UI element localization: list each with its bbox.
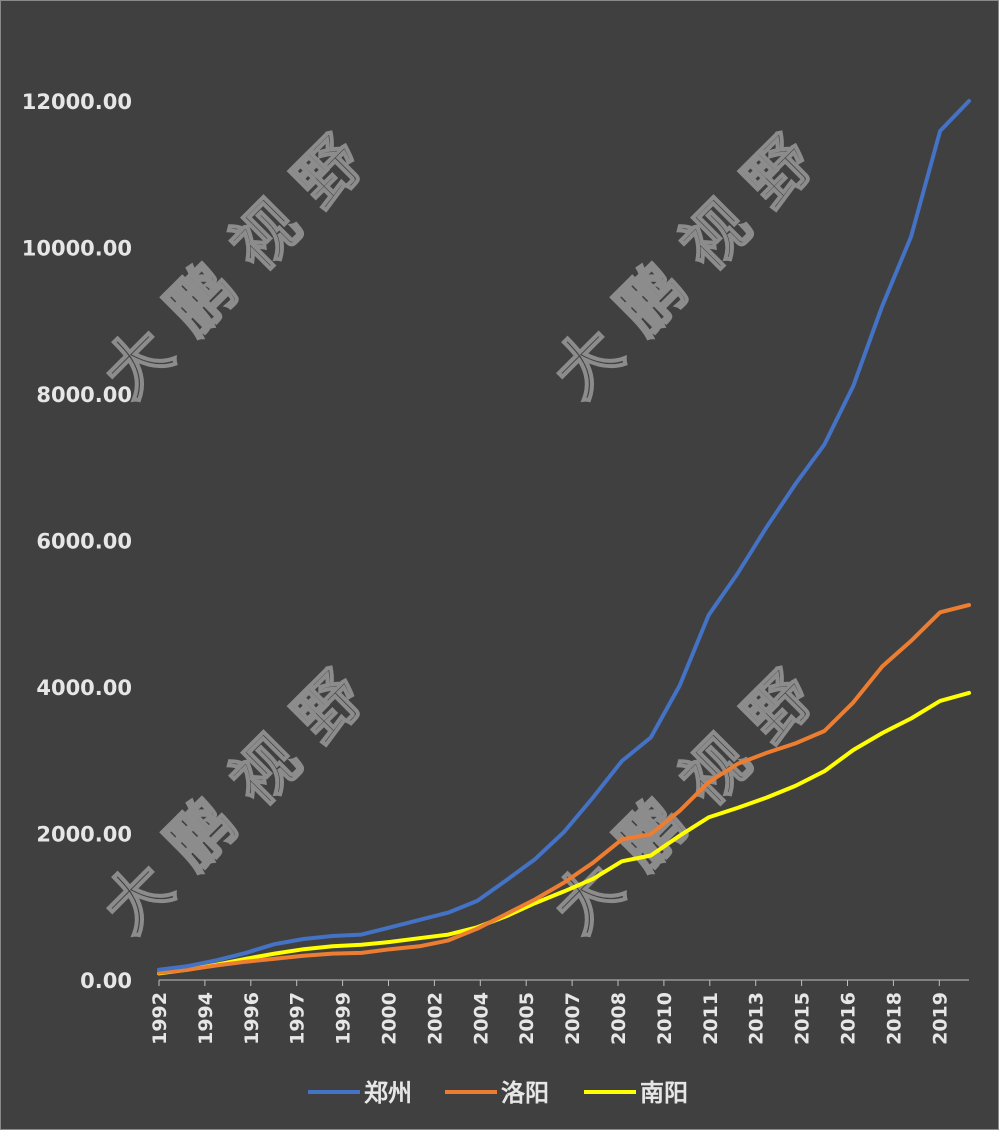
y-tick-label: 6000.00 [36,530,132,554]
x-tick-label: 2011 [700,992,722,1045]
x-axis: 1992 1994 1996 1997 1999 2000 2002 2004 2005 2007… [149,979,969,1045]
x-tick-label: 2010 [654,992,676,1045]
x-tick-label: 2000 [379,992,401,1045]
x-tick-label: 1992 [149,992,171,1045]
x-tick-label: 1996 [241,992,263,1045]
y-axis: 0.00 2000.00 4000.00 6000.00 8000.00 10000.00… [22,90,132,993]
x-tick-label: 1999 [333,992,355,1045]
x-tick-label: 2002 [424,992,446,1045]
x-tick-label: 2004 [470,992,492,1045]
y-tick-label: 0.00 [80,969,132,993]
legend: 郑州 洛阳 南阳 [308,1079,688,1107]
legend-label: 郑州 [364,1079,412,1107]
series-layer [157,99,971,976]
x-tick-label: 1997 [287,992,309,1045]
x-tick-label: 2018 [883,992,905,1045]
x-tick-label: 2019 [929,992,951,1045]
watermark-text: 大鹏视野 [90,105,397,412]
legend-label: 洛阳 [501,1079,549,1107]
y-tick-label: 10000.00 [22,237,132,261]
y-tick-label: 12000.00 [22,90,132,114]
series-line-洛阳 [157,603,971,975]
series-line-南阳 [157,690,971,976]
x-tick-label: 2005 [516,992,538,1045]
x-tick-label: 1994 [195,992,217,1045]
watermark-text: 大鹏视野 [540,640,847,947]
x-tick-label: 2008 [608,992,630,1045]
x-tick-label: 2013 [746,992,768,1045]
y-tick-label: 8000.00 [36,383,132,407]
series-line-郑州 [157,99,971,972]
x-tick-label: 2016 [838,992,860,1045]
watermark-text: 大鹏视野 [90,640,397,947]
x-tick-label: 2007 [562,992,584,1045]
x-tick-label: 2015 [792,992,814,1045]
y-tick-label: 4000.00 [36,676,132,700]
legend-label: 南阳 [640,1079,688,1107]
y-tick-label: 2000.00 [36,823,132,847]
watermark-text: 大鹏视野 [540,105,847,412]
